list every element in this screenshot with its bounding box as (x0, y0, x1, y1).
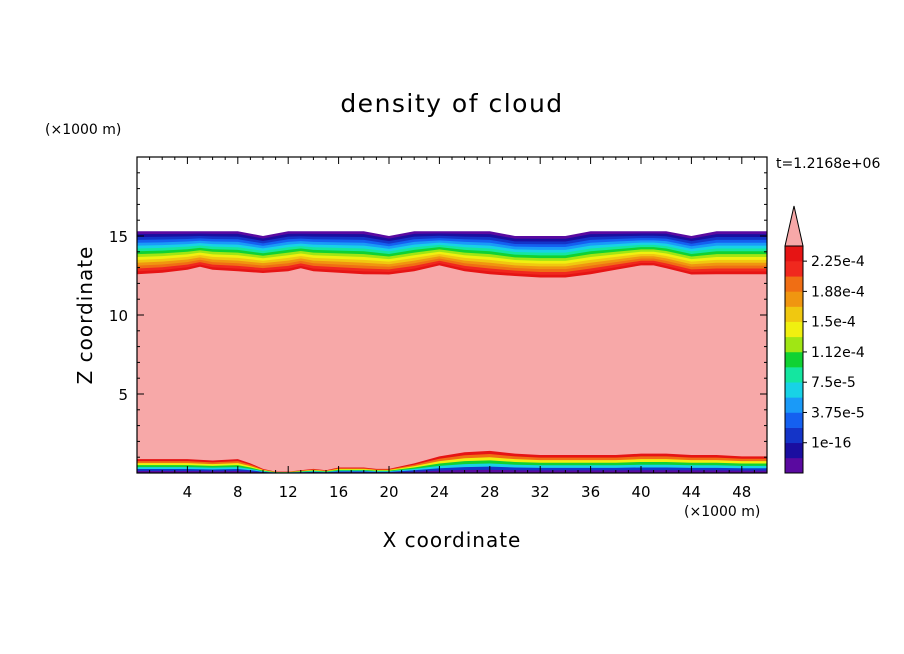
colorbar-swatch (785, 291, 803, 307)
x-tick-label: 20 (379, 483, 398, 501)
colorbar-swatch (785, 276, 803, 292)
colorbar: 2.25e-4 1.88e-4 1.5e-4 1.12e-4 7.5e-5 3.75e-5… (784, 205, 865, 474)
y-axis-label: Z coordinate (73, 246, 97, 385)
colorbar-label: 2.25e-4 (811, 254, 865, 270)
x-axis-label: X coordinate (383, 528, 522, 552)
colorbar-swatch (785, 306, 803, 322)
colorbar-swatch (785, 427, 803, 444)
colorbar-swatch (785, 246, 803, 262)
x-tick-label: 48 (732, 483, 751, 501)
colorbar-label: 1.12e-4 (811, 345, 865, 361)
x-tick-label: 40 (631, 483, 650, 501)
y-tick-label: 5 (118, 386, 128, 404)
x-tick-label: 28 (480, 483, 499, 501)
cloud-core-region (137, 265, 767, 473)
colorbar-swatch (785, 382, 803, 398)
y-tick-label: 10 (109, 307, 128, 325)
x-tick-label: 8 (233, 483, 243, 501)
colorbar-swatch (785, 261, 803, 277)
x-tick-label: 16 (329, 483, 348, 501)
x-tick-label: 12 (279, 483, 298, 501)
colorbar-swatch (785, 336, 803, 353)
colorbar-swatch (785, 351, 803, 368)
colorbar-swatch (785, 367, 803, 383)
colorbar-label: 1.5e-4 (811, 315, 856, 331)
colorbar-swatch (785, 397, 803, 413)
colorbar-swatch (785, 442, 803, 459)
time-label: t=1.2168e+06 (776, 156, 880, 172)
x-tick-label: 32 (531, 483, 550, 501)
x-tick-label: 44 (682, 483, 701, 501)
x-unit-label: (×1000 m) (684, 504, 760, 520)
x-axis: 4 8 12 16 20 24 28 32 36 40 44 48 (149, 157, 755, 501)
y-tick-label: 15 (109, 228, 128, 246)
x-tick-label: 24 (430, 483, 449, 501)
colorbar-overflow-arrow (784, 205, 804, 247)
colorbar-swatch (785, 457, 803, 474)
colorbar-label: 3.75e-5 (811, 405, 865, 421)
colorbar-frame (784, 245, 804, 474)
colorbar-label: 1.88e-4 (811, 284, 865, 300)
y-unit-label: (×1000 m) (45, 122, 121, 138)
contour-field (137, 231, 767, 473)
x-tick-label: 36 (581, 483, 600, 501)
y-axis: 5 10 15 (109, 172, 767, 458)
colorbar-swatch (785, 412, 803, 428)
x-tick-label: 4 (183, 483, 193, 501)
colorbar-swatch (785, 321, 803, 338)
colorbar-label: 7.5e-5 (811, 375, 856, 391)
colorbar-label: 1e-16 (811, 436, 851, 452)
chart-title: density of cloud (340, 89, 563, 118)
